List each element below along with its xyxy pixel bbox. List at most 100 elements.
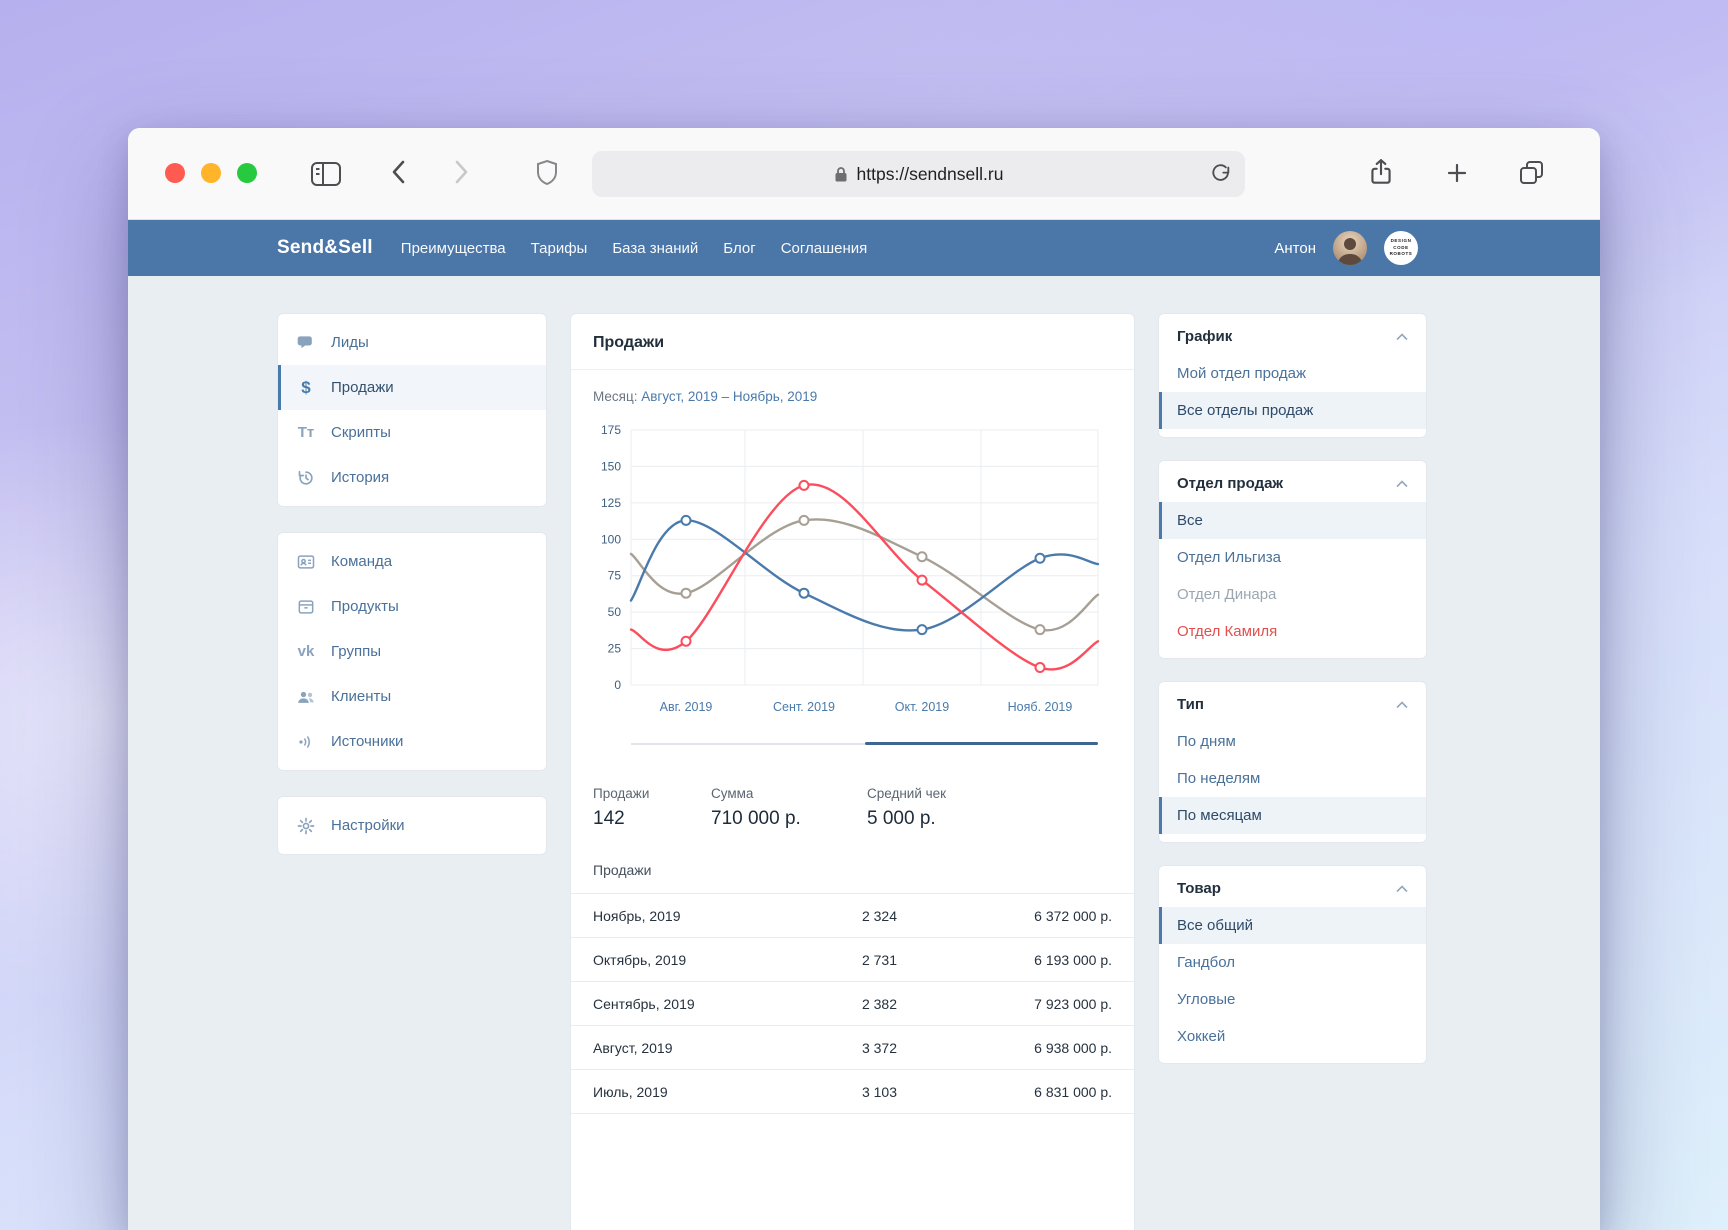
chart-scrollbar bbox=[593, 742, 1112, 746]
scripts-icon: Тт bbox=[297, 424, 315, 441]
sidebar-item-leads[interactable]: Лиды bbox=[278, 320, 546, 365]
filter-header-product[interactable]: Товар bbox=[1159, 866, 1426, 907]
filter-option-by-weeks[interactable]: По неделям bbox=[1177, 770, 1261, 787]
sources-icon bbox=[294, 732, 318, 752]
stat-sales: Продажи 142 bbox=[593, 786, 650, 829]
filter-header-chart[interactable]: График bbox=[1159, 314, 1426, 355]
svg-text:50: 50 bbox=[608, 605, 622, 619]
filter-header-department[interactable]: Отдел продаж bbox=[1159, 461, 1426, 502]
nav-link-blog[interactable]: Блог bbox=[723, 239, 756, 257]
right-sidebar: График Мой отдел продаж Все отделы прода… bbox=[1158, 313, 1427, 1230]
back-icon[interactable] bbox=[391, 159, 407, 185]
filter-option-all-departments[interactable]: Все отделы продаж bbox=[1159, 392, 1426, 429]
nav-link-tariffs[interactable]: Тарифы bbox=[530, 239, 588, 257]
id-card-icon bbox=[294, 552, 318, 572]
user-name[interactable]: Антон bbox=[1274, 239, 1316, 257]
sidebar-item-label: Скрипты bbox=[331, 424, 391, 441]
filter-option-kamil[interactable]: Отдел Камиля bbox=[1177, 623, 1278, 640]
filter-option-by-days[interactable]: По дням bbox=[1177, 733, 1236, 750]
filter-option-ilgiz[interactable]: Отдел Ильгиза bbox=[1177, 549, 1281, 566]
address-bar[interactable]: https://sendnsell.ru bbox=[592, 151, 1245, 197]
dollar-icon: $ bbox=[301, 377, 311, 397]
filter-card-chart: График Мой отдел продаж Все отделы прода… bbox=[1158, 313, 1427, 438]
filter-option-my-department[interactable]: Мой отдел продаж bbox=[1177, 365, 1307, 382]
nav-link-knowledge-base[interactable]: База знаний bbox=[612, 239, 699, 257]
vk-icon: vk bbox=[297, 643, 315, 660]
left-sidebar: Лиды $ Продажи Тт Скрипты История bbox=[277, 313, 547, 1230]
sidebar-item-label: Продукты bbox=[331, 598, 399, 615]
sidebar-item-history[interactable]: История bbox=[278, 455, 546, 500]
sidebar-item-scripts[interactable]: Тт Скрипты bbox=[278, 410, 546, 455]
scrollbar-thumb[interactable] bbox=[865, 742, 1098, 745]
sidebar-toggle-icon[interactable] bbox=[310, 161, 342, 187]
filter-card-type: Тип По дням По неделям По месяцам bbox=[1158, 681, 1427, 843]
sidebar-item-settings[interactable]: Настройки bbox=[278, 803, 546, 848]
new-tab-icon[interactable] bbox=[1445, 161, 1469, 185]
site-navbar: Send&Sell Преимущества Тарифы База знани… bbox=[128, 220, 1600, 276]
clients-icon bbox=[294, 687, 318, 707]
sidebar-item-label: Источники bbox=[331, 733, 404, 750]
filter-option-dinar[interactable]: Отдел Динара bbox=[1177, 586, 1277, 603]
sales-chart: 0 25 50 75 100 125 150 175 Авг. 2019 Сент. 2019 Ок… bbox=[601, 424, 1100, 714]
svg-text:75: 75 bbox=[608, 569, 622, 583]
chevron-up-icon bbox=[1396, 700, 1408, 708]
lock-icon bbox=[834, 166, 848, 183]
table-row: Октябрь, 2019 2 731 6 193 000 р. bbox=[571, 937, 1134, 981]
svg-text:25: 25 bbox=[608, 642, 622, 656]
sidebar-item-clients[interactable]: Клиенты bbox=[278, 674, 546, 719]
share-icon[interactable] bbox=[1368, 157, 1394, 187]
sidebar-item-label: Продажи bbox=[331, 379, 394, 396]
filter-card-department: Отдел продаж Все Отдел Ильгиза Отдел Дин… bbox=[1158, 460, 1427, 659]
browser-window: https://sendnsell.ru Send&Sell bbox=[128, 128, 1600, 1230]
table-row: Сентябрь, 2019 2 382 7 923 000 р. bbox=[571, 981, 1134, 1025]
sidebar-item-team[interactable]: Команда bbox=[278, 539, 546, 584]
sidebar-item-label: История bbox=[331, 469, 390, 486]
table-row: Июль, 2019 3 103 6 831 000 р. bbox=[571, 1069, 1134, 1113]
sidebar-item-sources[interactable]: Источники bbox=[278, 719, 546, 764]
chat-icon bbox=[294, 333, 318, 353]
sidebar-card-tools: Команда Продукты vk Группы bbox=[277, 532, 547, 771]
nav-link-agreements[interactable]: Соглашения bbox=[780, 239, 868, 257]
filter-header-type[interactable]: Тип bbox=[1159, 682, 1426, 723]
filter-option-corners[interactable]: Угловые bbox=[1177, 991, 1236, 1008]
sidebar-item-groups[interactable]: vk Группы bbox=[278, 629, 546, 674]
filter-option-by-months[interactable]: По месяцам bbox=[1159, 797, 1426, 834]
page-content: Лиды $ Продажи Тт Скрипты История bbox=[128, 276, 1600, 1230]
browser-toolbar: https://sendnsell.ru bbox=[128, 128, 1600, 220]
user-avatar[interactable] bbox=[1333, 231, 1367, 265]
period-value-link[interactable]: Август, 2019 – Ноябрь, 2019 bbox=[641, 389, 818, 404]
table-row: Ноябрь, 2019 2 324 6 372 000 р. bbox=[571, 893, 1134, 937]
sales-card: Продажи Месяц: Август, 2019 – Ноябрь, 20… bbox=[570, 313, 1135, 1230]
chevron-up-icon bbox=[1396, 479, 1408, 487]
filter-option-all[interactable]: Все bbox=[1159, 502, 1426, 539]
filter-card-product: Товар Все общий Гандбол Угловые Хоккей bbox=[1158, 865, 1427, 1064]
svg-text:Нояб. 2019: Нояб. 2019 bbox=[1008, 700, 1073, 714]
svg-text:125: 125 bbox=[601, 496, 621, 510]
fullscreen-window-button[interactable] bbox=[237, 163, 257, 183]
gear-icon bbox=[294, 816, 318, 836]
chevron-up-icon bbox=[1396, 332, 1408, 340]
privacy-shield-icon[interactable] bbox=[536, 159, 558, 187]
nav-link-advantages[interactable]: Преимущества bbox=[400, 239, 506, 257]
svg-text:175: 175 bbox=[601, 424, 621, 437]
page-title: Продажи bbox=[571, 314, 1134, 370]
brand-logo[interactable]: Send&Sell bbox=[277, 237, 373, 258]
filter-option-all-common[interactable]: Все общий bbox=[1159, 907, 1426, 944]
close-window-button[interactable] bbox=[165, 163, 185, 183]
sidebar-item-label: Настройки bbox=[331, 817, 405, 834]
forward-icon[interactable] bbox=[453, 159, 469, 185]
minimize-window-button[interactable] bbox=[201, 163, 221, 183]
navbar-user-area: Антон DESIGN CODE ROBOTS bbox=[1274, 231, 1418, 265]
sidebar-item-sales[interactable]: $ Продажи bbox=[278, 365, 546, 410]
sidebar-item-label: Лиды bbox=[331, 334, 369, 351]
stat-average-check: Средний чек 5 000 р. bbox=[867, 786, 947, 829]
reload-icon[interactable] bbox=[1210, 162, 1232, 191]
tab-overview-icon[interactable] bbox=[1518, 159, 1546, 187]
nav-links: Преимущества Тарифы База знаний Блог Сог… bbox=[401, 240, 868, 257]
filter-option-handball[interactable]: Гандбол bbox=[1177, 954, 1236, 971]
filter-option-hockey[interactable]: Хоккей bbox=[1177, 1028, 1226, 1045]
products-icon bbox=[294, 597, 318, 617]
sidebar-item-products[interactable]: Продукты bbox=[278, 584, 546, 629]
table-title: Продажи bbox=[593, 862, 652, 878]
design-code-robots-badge[interactable]: DESIGN CODE ROBOTS bbox=[1384, 231, 1418, 265]
